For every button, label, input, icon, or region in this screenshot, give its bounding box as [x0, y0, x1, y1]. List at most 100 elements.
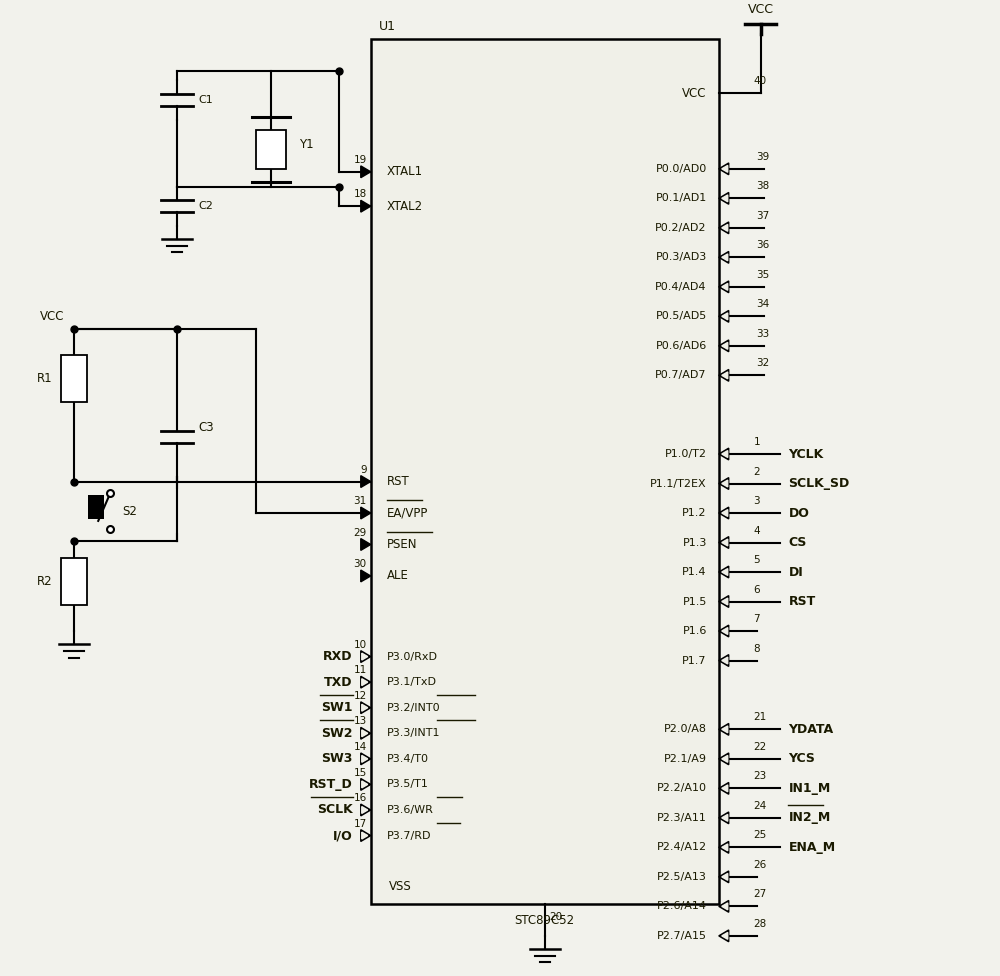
Polygon shape — [361, 702, 371, 713]
Polygon shape — [722, 844, 728, 851]
Polygon shape — [361, 539, 371, 550]
Polygon shape — [362, 653, 368, 660]
Text: 6: 6 — [754, 585, 760, 594]
Text: 15: 15 — [353, 767, 367, 778]
Bar — [61, 354, 87, 402]
Text: 16: 16 — [353, 793, 367, 803]
Polygon shape — [722, 903, 728, 910]
Text: DI: DI — [788, 565, 803, 579]
Polygon shape — [361, 804, 371, 816]
Text: 10: 10 — [354, 639, 367, 650]
Polygon shape — [361, 475, 371, 487]
Text: 28: 28 — [754, 919, 767, 929]
Text: 29: 29 — [353, 528, 367, 538]
Polygon shape — [722, 932, 728, 939]
Text: XTAL2: XTAL2 — [387, 200, 423, 213]
Text: P3.0/RxD: P3.0/RxD — [387, 652, 438, 662]
Polygon shape — [719, 252, 729, 264]
Text: P3.1/TxD: P3.1/TxD — [387, 677, 437, 687]
Polygon shape — [719, 752, 729, 765]
Text: IN1_M: IN1_M — [788, 782, 831, 794]
Text: 36: 36 — [757, 240, 770, 251]
Polygon shape — [719, 448, 729, 460]
Polygon shape — [361, 830, 371, 841]
Text: R1: R1 — [37, 372, 53, 385]
Text: CS: CS — [788, 536, 807, 549]
Text: 13: 13 — [353, 716, 367, 726]
Polygon shape — [719, 655, 729, 667]
Polygon shape — [719, 723, 729, 735]
Text: P0.0/AD0: P0.0/AD0 — [656, 164, 707, 174]
Text: P2.2/A10: P2.2/A10 — [657, 784, 707, 793]
Text: 11: 11 — [353, 666, 367, 675]
Text: C3: C3 — [199, 421, 214, 434]
Text: 26: 26 — [754, 860, 767, 870]
Text: P3.7/RD: P3.7/RD — [387, 831, 431, 840]
Text: P1.2: P1.2 — [682, 508, 707, 518]
Text: YCLK: YCLK — [788, 448, 824, 461]
Text: 3: 3 — [754, 496, 760, 507]
Text: 20: 20 — [550, 913, 563, 922]
Text: P2.5/A13: P2.5/A13 — [657, 872, 707, 882]
Text: VCC: VCC — [682, 87, 707, 100]
Text: SCLK_SD: SCLK_SD — [788, 477, 850, 490]
Polygon shape — [719, 901, 729, 913]
Text: Y1: Y1 — [299, 138, 314, 150]
Text: P1.3: P1.3 — [682, 538, 707, 548]
Bar — [371, 39, 719, 905]
Polygon shape — [719, 163, 729, 175]
Text: C2: C2 — [199, 201, 214, 211]
Bar — [256, 130, 286, 169]
Text: VCC: VCC — [748, 4, 774, 17]
Polygon shape — [719, 625, 729, 637]
Polygon shape — [722, 657, 728, 664]
Polygon shape — [719, 310, 729, 322]
Text: P0.1/AD1: P0.1/AD1 — [656, 193, 707, 203]
Text: ALE: ALE — [387, 569, 409, 583]
Polygon shape — [362, 781, 368, 788]
Text: 9: 9 — [360, 465, 367, 474]
Text: 37: 37 — [757, 211, 770, 221]
Text: 39: 39 — [757, 152, 770, 162]
Text: P2.0/A8: P2.0/A8 — [664, 724, 707, 734]
Text: 5: 5 — [754, 555, 760, 565]
Polygon shape — [361, 752, 371, 765]
Text: P1.1/T2EX: P1.1/T2EX — [650, 478, 707, 489]
Text: P3.5/T1: P3.5/T1 — [387, 780, 429, 790]
Text: P3.6/WR: P3.6/WR — [387, 805, 434, 815]
Text: 40: 40 — [754, 76, 767, 86]
Text: 34: 34 — [757, 300, 770, 309]
Polygon shape — [722, 755, 728, 762]
Text: P3.4/T0: P3.4/T0 — [387, 753, 429, 764]
Text: 2: 2 — [754, 467, 760, 476]
Text: P3.2/INT0: P3.2/INT0 — [387, 703, 440, 712]
Polygon shape — [361, 508, 371, 519]
Text: XTAL1: XTAL1 — [387, 165, 423, 179]
Text: I/O: I/O — [333, 829, 353, 842]
Text: P0.6/AD6: P0.6/AD6 — [656, 341, 707, 350]
Text: P1.4: P1.4 — [682, 567, 707, 577]
Text: PSEN: PSEN — [387, 538, 417, 551]
Polygon shape — [722, 874, 728, 880]
Text: ENA_M: ENA_M — [788, 841, 836, 854]
Text: R2: R2 — [37, 575, 53, 589]
Text: 8: 8 — [754, 643, 760, 654]
Text: DO: DO — [788, 507, 809, 519]
Polygon shape — [722, 224, 728, 231]
Polygon shape — [719, 595, 729, 607]
Text: 22: 22 — [754, 742, 767, 752]
Polygon shape — [719, 281, 729, 293]
Polygon shape — [361, 779, 371, 791]
Polygon shape — [362, 678, 368, 685]
Text: 17: 17 — [353, 819, 367, 829]
Polygon shape — [361, 570, 371, 582]
Polygon shape — [361, 651, 371, 663]
Polygon shape — [722, 372, 728, 379]
Polygon shape — [361, 166, 371, 178]
Text: P0.4/AD4: P0.4/AD4 — [655, 282, 707, 292]
Polygon shape — [719, 783, 729, 794]
Text: P1.0/T2: P1.0/T2 — [665, 449, 707, 459]
Polygon shape — [362, 755, 368, 762]
Polygon shape — [722, 569, 728, 576]
Polygon shape — [719, 930, 729, 942]
